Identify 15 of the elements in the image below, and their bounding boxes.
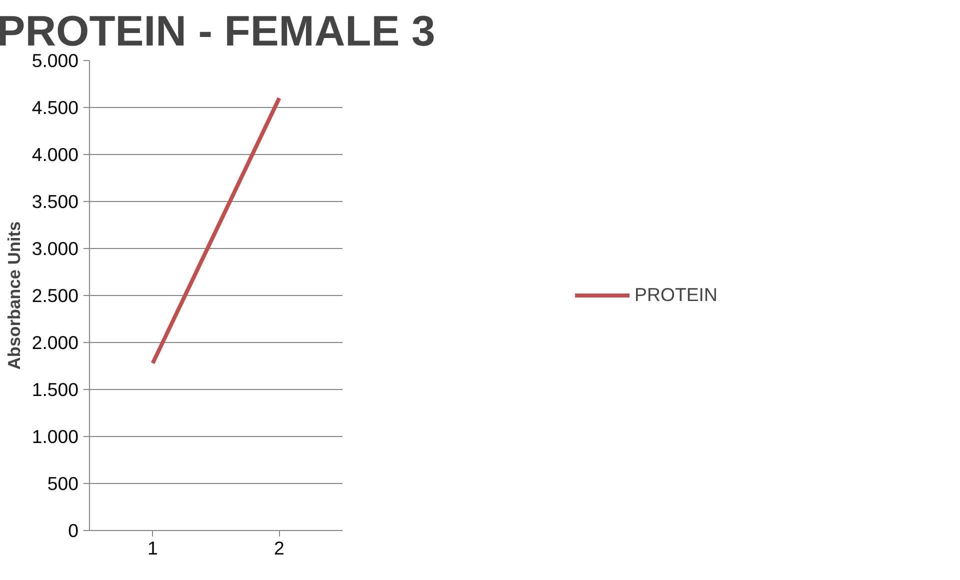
legend-label: PROTEIN	[634, 284, 718, 306]
y-tick-label: 2.000	[32, 332, 78, 353]
x-tick-label: 1	[148, 538, 158, 558]
y-tick-label: 1.500	[32, 379, 78, 400]
y-tick-label: 4.500	[32, 97, 78, 118]
x-tick-label: 2	[274, 538, 284, 558]
y-tick-label: 5.000	[32, 50, 78, 71]
y-tick-label: 0	[68, 520, 79, 541]
y-tick-label: 1.000	[32, 426, 78, 447]
y-axis-title: Absorbance Units	[4, 221, 24, 370]
y-tick-label: 500	[47, 473, 79, 494]
y-tick-label: 2.500	[32, 285, 78, 306]
y-tick-label: 4.000	[32, 144, 78, 165]
y-tick-label: 3.500	[32, 191, 78, 212]
y-tick-label: 3.000	[32, 238, 78, 259]
